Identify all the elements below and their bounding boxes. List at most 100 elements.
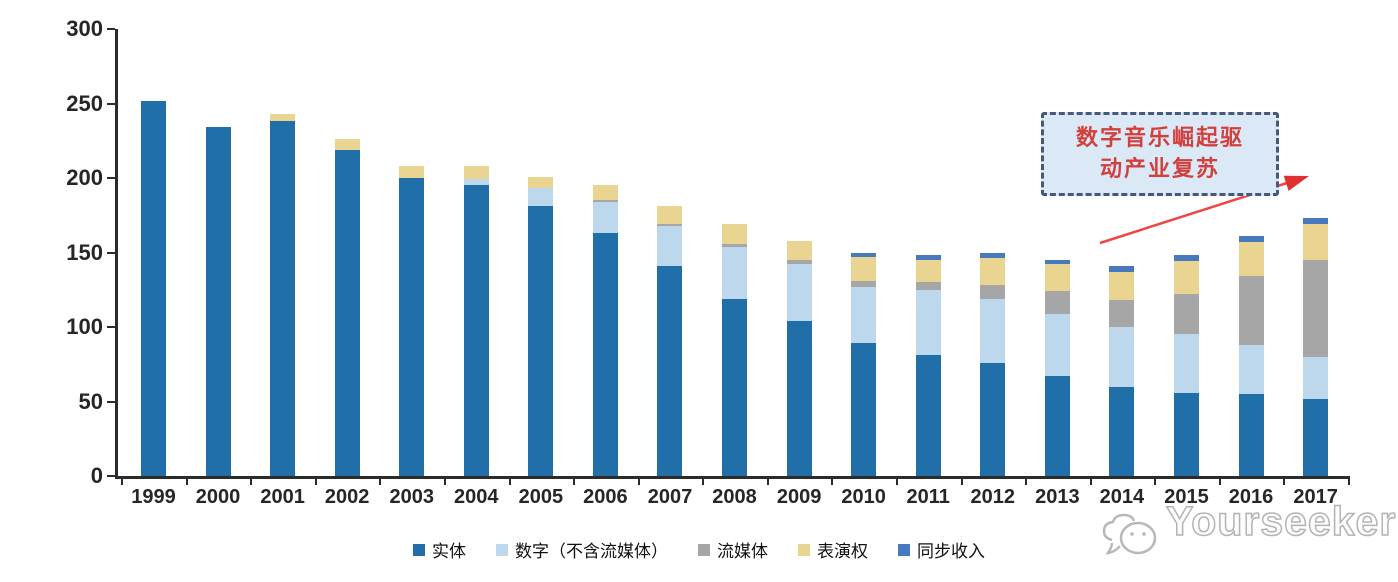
bar-segment-streaming-2016 bbox=[1238, 276, 1264, 345]
legend-label-physical: 实体 bbox=[432, 542, 466, 562]
x-axis-tick bbox=[508, 478, 511, 485]
x-axis-label-2012: 2012 bbox=[970, 486, 1016, 508]
legend-label-sync-revenue: 同步收入 bbox=[917, 542, 985, 562]
x-axis-label-2009: 2009 bbox=[776, 486, 822, 508]
bar-segment-digital-ex-streaming-2016 bbox=[1238, 344, 1264, 395]
bar-segment-physical-2017 bbox=[1303, 398, 1329, 476]
bar-segment-digital-ex-streaming-2009 bbox=[786, 264, 812, 322]
x-axis-tick bbox=[185, 478, 188, 485]
bar-segment-streaming-2015 bbox=[1173, 294, 1199, 335]
x-axis-label-2003: 2003 bbox=[389, 486, 434, 508]
x-axis-label-2000: 2000 bbox=[195, 486, 241, 508]
watermark-text: Yourseeker bbox=[1165, 497, 1397, 545]
bar-segment-physical-2002 bbox=[334, 149, 360, 476]
bar-segment-streaming-2011 bbox=[915, 282, 941, 290]
y-axis-label: 200 bbox=[66, 165, 103, 190]
bar-segment-streaming-2008 bbox=[722, 243, 748, 247]
legend-swatch-physical bbox=[413, 543, 425, 556]
bar-segment-physical-2015 bbox=[1173, 392, 1199, 476]
legend-swatch-digital-ex-streaming bbox=[496, 543, 508, 556]
legend-label-performance-rights: 表演权 bbox=[817, 542, 868, 562]
legend-swatch-streaming bbox=[698, 543, 710, 556]
y-axis-tick bbox=[107, 326, 115, 328]
x-axis-tick bbox=[1283, 478, 1286, 485]
bar-segment-sync-revenue-2012 bbox=[980, 252, 1006, 259]
legend-item-streaming: 流媒体 bbox=[698, 537, 768, 562]
bar-segment-performance-rights-2005 bbox=[528, 176, 554, 189]
y-axis-label: 300 bbox=[66, 16, 103, 41]
bar-segment-performance-rights-2012 bbox=[980, 258, 1006, 286]
x-axis-line bbox=[115, 476, 1350, 479]
x-axis-label-2013: 2013 bbox=[1035, 486, 1080, 508]
bar-segment-digital-ex-streaming-2004 bbox=[463, 179, 489, 186]
legend-item-sync-revenue: 同步收入 bbox=[898, 537, 985, 562]
x-axis-tick bbox=[250, 478, 253, 485]
bar-segment-sync-revenue-2016 bbox=[1238, 236, 1264, 243]
y-axis-label: 50 bbox=[78, 388, 103, 414]
x-axis-label-2011: 2011 bbox=[906, 486, 950, 508]
bar-segment-digital-ex-streaming-2010 bbox=[851, 286, 877, 344]
legend-swatch-sync-revenue bbox=[898, 543, 910, 556]
annotation-text-line1: 数字音乐崛起驱 bbox=[1075, 125, 1244, 151]
bar-segment-physical-2013 bbox=[1044, 376, 1070, 476]
y-axis-label: 0 bbox=[90, 463, 103, 488]
annotation-callout: 数字音乐崛起驱 动产业复苏 bbox=[1041, 112, 1279, 196]
bar-segment-physical-2010 bbox=[851, 343, 877, 476]
bar-segment-performance-rights-2015 bbox=[1173, 261, 1199, 295]
x-axis-tick bbox=[314, 478, 317, 485]
x-axis-label-2014: 2014 bbox=[1099, 486, 1145, 508]
x-axis-tick bbox=[121, 478, 124, 485]
x-axis-tick bbox=[702, 478, 705, 485]
bar-segment-performance-rights-2001 bbox=[270, 113, 296, 122]
bar-segment-sync-revenue-2017 bbox=[1303, 218, 1329, 225]
bar-segment-digital-ex-streaming-2014 bbox=[1109, 327, 1135, 387]
bar-segment-physical-1999 bbox=[141, 100, 166, 476]
bar-segment-physical-2005 bbox=[528, 206, 554, 476]
x-axis-label-2005: 2005 bbox=[518, 486, 564, 508]
bar-segment-streaming-2014 bbox=[1109, 300, 1135, 327]
x-axis-label-2002: 2002 bbox=[324, 486, 370, 508]
x-axis-label-2006: 2006 bbox=[583, 486, 628, 508]
bar-segment-digital-ex-streaming-2012 bbox=[980, 298, 1006, 363]
bar-segment-physical-2000 bbox=[205, 127, 231, 476]
bar-segment-performance-rights-2004 bbox=[463, 166, 489, 180]
bar-segment-physical-2007 bbox=[657, 265, 683, 476]
bar-segment-performance-rights-2002 bbox=[334, 139, 360, 150]
x-axis-tick bbox=[1347, 478, 1350, 485]
y-axis-line bbox=[115, 29, 118, 478]
bar-segment-streaming-2013 bbox=[1044, 291, 1070, 314]
bar-segment-physical-2003 bbox=[399, 178, 425, 476]
x-axis-label-2001: 2001 bbox=[260, 486, 305, 508]
x-axis-label-2010: 2010 bbox=[841, 486, 886, 508]
bar-segment-streaming-2010 bbox=[851, 280, 877, 287]
x-axis-label-1999: 1999 bbox=[131, 486, 176, 508]
bar-segment-physical-2016 bbox=[1238, 394, 1264, 476]
bar-segment-digital-ex-streaming-2015 bbox=[1173, 334, 1199, 393]
legend-item-physical: 实体 bbox=[413, 537, 466, 562]
bar-segment-physical-2012 bbox=[980, 362, 1006, 476]
x-axis-label-2017: 2017 bbox=[1293, 486, 1338, 508]
bar-segment-digital-ex-streaming-2013 bbox=[1044, 313, 1070, 377]
bar-segment-performance-rights-2003 bbox=[399, 166, 425, 178]
y-axis-tick bbox=[107, 177, 115, 179]
bar-segment-streaming-2009 bbox=[786, 259, 812, 265]
bar-segment-physical-2001 bbox=[270, 121, 296, 476]
bar-segment-physical-2011 bbox=[915, 355, 941, 476]
x-axis-tick bbox=[895, 478, 898, 485]
bar-segment-performance-rights-2014 bbox=[1109, 271, 1135, 301]
bar-segment-performance-rights-2011 bbox=[915, 259, 941, 283]
y-axis-tick bbox=[107, 251, 115, 254]
x-axis-label-2015: 2015 bbox=[1164, 486, 1209, 508]
x-axis-label-2016: 2016 bbox=[1228, 486, 1274, 508]
bar-segment-performance-rights-2006 bbox=[592, 185, 618, 201]
bar-segment-streaming-2017 bbox=[1303, 259, 1329, 357]
bar-segment-streaming-2007 bbox=[657, 224, 683, 226]
x-axis-tick bbox=[1154, 478, 1157, 485]
x-axis-tick bbox=[444, 478, 447, 485]
legend-item-performance-rights: 表演权 bbox=[798, 537, 868, 562]
x-axis-tick bbox=[766, 478, 769, 485]
bar-segment-physical-2008 bbox=[722, 298, 748, 476]
bar-segment-streaming-2012 bbox=[980, 285, 1006, 299]
bar-segment-sync-revenue-2010 bbox=[851, 252, 877, 257]
x-axis-tick bbox=[1089, 478, 1092, 485]
